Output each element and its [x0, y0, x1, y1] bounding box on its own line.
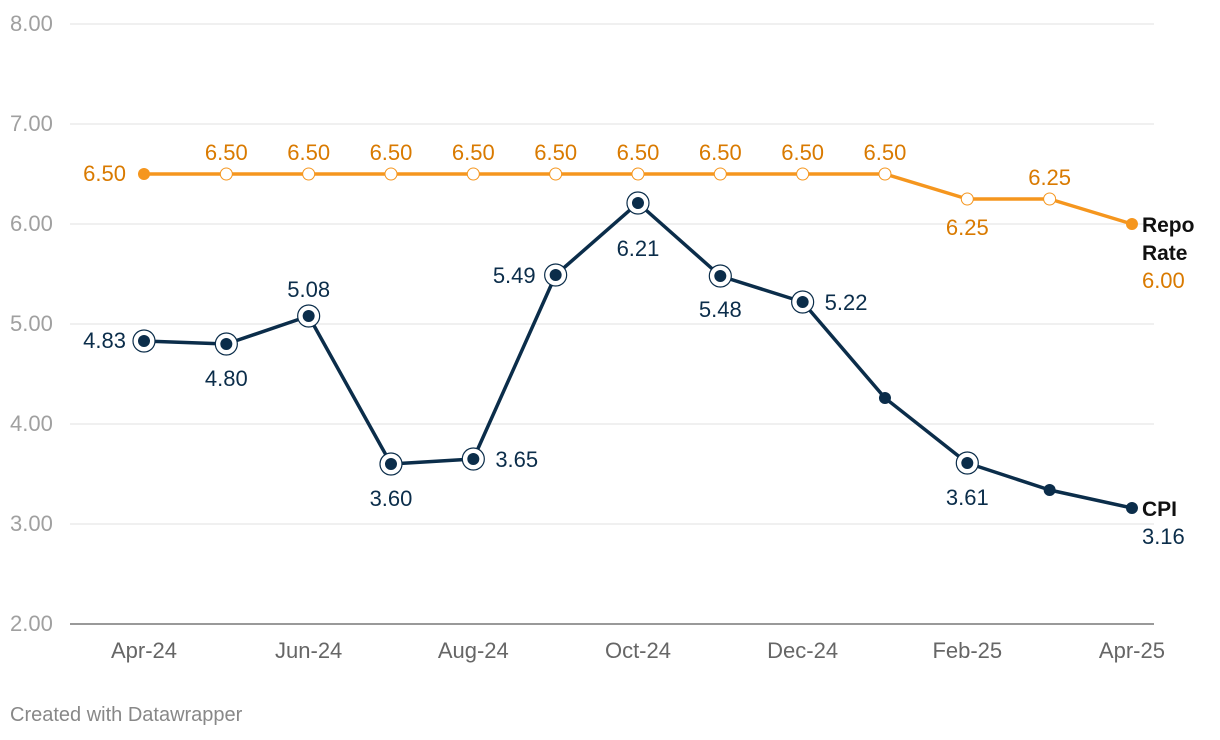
data-label: 5.49 [493, 263, 536, 288]
series-end-value-label: 6.00 [1142, 268, 1185, 293]
data-point [384, 167, 398, 181]
data-point [466, 167, 480, 181]
x-tick-label: Feb-25 [932, 638, 1002, 663]
data-label: 6.50 [83, 161, 126, 186]
data-point [1043, 192, 1057, 206]
data-point [878, 392, 891, 404]
data-label: 6.50 [617, 140, 660, 165]
x-tick-label: Aug-24 [438, 638, 509, 663]
x-tick-label: Oct-24 [605, 638, 671, 663]
data-point [220, 338, 233, 350]
y-tick-label: 2.00 [10, 611, 53, 636]
series-name-label: Repo [1142, 214, 1195, 237]
data-point [1125, 218, 1138, 230]
data-point [467, 453, 480, 465]
x-tick-label: Jun-24 [275, 638, 342, 663]
data-label: 6.25 [946, 215, 989, 240]
data-point [713, 167, 727, 181]
data-label: 6.21 [617, 236, 660, 261]
data-label: 6.50 [699, 140, 742, 165]
data-label: 4.83 [83, 328, 126, 353]
data-label: 6.50 [781, 140, 824, 165]
y-tick-label: 4.00 [10, 411, 53, 436]
data-label: 5.22 [825, 290, 868, 315]
data-label: 3.61 [946, 485, 989, 510]
data-point [878, 167, 892, 181]
data-label: 6.50 [534, 140, 577, 165]
data-label: 5.08 [287, 277, 330, 302]
data-point [796, 296, 809, 308]
y-tick-label: 3.00 [10, 511, 53, 536]
data-point [384, 458, 397, 470]
data-label: 4.80 [205, 366, 248, 391]
series-name-label: CPI [1142, 498, 1177, 521]
x-tick-label: Dec-24 [767, 638, 838, 663]
data-label: 6.50 [864, 140, 907, 165]
data-label: 6.50 [370, 140, 413, 165]
data-point [1125, 502, 1138, 514]
series-cpi: 4.83 4.80 5.08 3.60 3.65 5.49 6.21 5.48 5.22 3.61… [83, 191, 1185, 549]
data-point [714, 270, 727, 282]
y-tick-label: 7.00 [10, 111, 53, 136]
data-point [961, 457, 974, 469]
y-tick-label: 5.00 [10, 311, 53, 336]
data-point [302, 310, 315, 322]
footer-credit: Created with Datawrapper [10, 704, 243, 726]
data-point [549, 167, 563, 181]
data-label: 6.25 [1028, 165, 1071, 190]
data-label: 3.65 [495, 447, 538, 472]
data-label: 6.50 [287, 140, 330, 165]
data-point [796, 167, 810, 181]
data-point [1043, 484, 1056, 496]
x-tick-label: Apr-24 [111, 638, 177, 663]
data-point [549, 269, 562, 281]
data-point [631, 167, 645, 181]
data-label: 6.50 [205, 140, 248, 165]
series-repo-rate: 6.50 6.50 6.50 6.50 6.50 6.50 6.50 6.50 6.50 6.50… [83, 140, 1194, 293]
data-label: 3.60 [370, 486, 413, 511]
data-label: 5.48 [699, 297, 742, 322]
data-point [960, 192, 974, 206]
data-point [138, 168, 150, 180]
x-tick-label: Apr-25 [1099, 638, 1165, 663]
data-point [138, 335, 150, 347]
y-tick-label: 6.00 [10, 211, 53, 236]
series-end-value-label: 3.16 [1142, 524, 1185, 549]
data-label: 6.50 [452, 140, 495, 165]
data-point [219, 167, 233, 181]
y-tick-label: 8.00 [10, 11, 53, 36]
data-point [302, 167, 316, 181]
series-name-label: Rate [1142, 242, 1188, 265]
data-point [631, 197, 644, 209]
